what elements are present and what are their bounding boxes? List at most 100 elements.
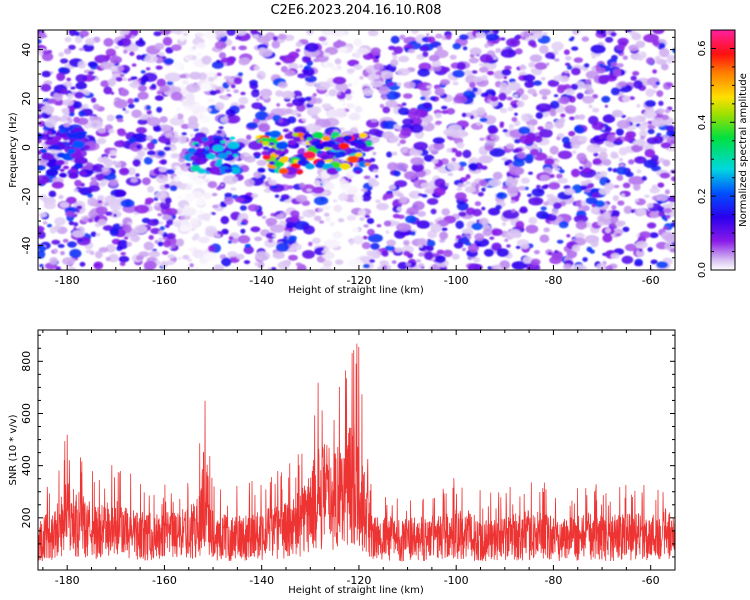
heatmap-cell xyxy=(75,81,87,90)
heatmap-cell xyxy=(38,150,42,155)
heatmap-cell xyxy=(216,36,221,41)
heatmap-cell xyxy=(62,257,76,266)
spectrogram-y-ticks: -40 -20 0 20 40 xyxy=(20,36,675,271)
heatmap-cell xyxy=(292,132,299,137)
heatmap-cell xyxy=(54,217,66,226)
heatmap-cell xyxy=(135,39,146,47)
heatmap-cell xyxy=(347,258,364,268)
heatmap-cell xyxy=(201,137,209,142)
heatmap-cell xyxy=(461,112,467,118)
heatmap-cell xyxy=(346,94,353,101)
heatmap-cell xyxy=(275,90,284,97)
heatmap-cell xyxy=(397,142,401,147)
heatmap-cell xyxy=(207,181,218,189)
heatmap-cell xyxy=(196,42,206,49)
heatmap-cell xyxy=(563,185,571,190)
heatmap-cell xyxy=(441,208,451,216)
heatmap-cell xyxy=(176,238,185,247)
heatmap-cell xyxy=(346,215,357,221)
heatmap-cell xyxy=(392,151,398,156)
heatmap-cell xyxy=(305,163,315,170)
heatmap-cell xyxy=(458,211,467,217)
heatmap-cell xyxy=(146,135,154,141)
heatmap-cell xyxy=(655,81,660,86)
heatmap-cell xyxy=(330,66,339,73)
heatmap-cell xyxy=(551,208,559,216)
heatmap-cell xyxy=(154,95,164,101)
spectrogram-x-ticks: -180 -160 -140 -120 -100 -80 -60 xyxy=(42,30,676,287)
heatmap-cell xyxy=(107,78,117,87)
heatmap-cell xyxy=(416,220,431,229)
heatmap-cell xyxy=(155,191,167,199)
heatmap-cell xyxy=(339,162,351,170)
heatmap-cell xyxy=(502,185,509,190)
heatmap-cell xyxy=(327,154,335,159)
heatmap-cell xyxy=(530,68,538,73)
heatmap-cell xyxy=(282,128,290,133)
heatmap-cell xyxy=(243,260,251,265)
heatmap-cell xyxy=(319,220,324,224)
heatmap-cell xyxy=(285,108,293,115)
heatmap-cell xyxy=(468,162,478,171)
heatmap-cell xyxy=(456,142,465,149)
x-tick-label: -80 xyxy=(544,574,562,587)
heatmap-cell xyxy=(100,61,112,70)
heatmap-cell xyxy=(559,96,570,105)
heatmap-cell xyxy=(132,76,138,80)
heatmap-cell xyxy=(260,137,268,142)
heatmap-cell xyxy=(499,107,508,114)
heatmap-cell xyxy=(333,204,343,213)
heatmap-cell xyxy=(204,178,210,183)
heatmap-cell xyxy=(268,161,276,165)
heatmap-cell xyxy=(334,259,344,265)
heatmap-cell xyxy=(638,124,648,131)
heatmap-cell xyxy=(176,195,183,199)
heatmap-cell xyxy=(170,91,183,101)
heatmap-cell xyxy=(124,109,130,114)
heatmap-cell xyxy=(119,223,123,227)
heatmap-cell xyxy=(202,192,212,200)
heatmap-cell xyxy=(352,80,359,86)
heatmap-cell xyxy=(105,244,116,253)
heatmap-cell xyxy=(339,177,346,183)
heatmap-cell xyxy=(101,156,110,164)
heatmap-cell xyxy=(126,241,133,247)
heatmap-cell xyxy=(148,250,161,258)
heatmap-cell xyxy=(262,141,270,146)
heatmap-cell xyxy=(670,176,675,182)
heatmap-cell xyxy=(332,231,343,239)
heatmap-cell xyxy=(150,227,161,235)
heatmap-cell xyxy=(64,36,72,43)
heatmap-cell xyxy=(663,207,672,214)
heatmap-cell xyxy=(506,185,519,194)
heatmap-cell xyxy=(68,168,78,174)
heatmap-cell xyxy=(520,177,530,184)
heatmap-cell xyxy=(505,178,518,188)
heatmap-cell xyxy=(372,151,377,156)
heatmap-cell xyxy=(410,231,416,236)
heatmap-cell xyxy=(187,258,193,262)
heatmap-cell xyxy=(536,184,541,189)
heatmap-cell xyxy=(322,191,329,195)
heatmap-cell xyxy=(575,220,587,230)
heatmap-cell xyxy=(173,30,183,35)
heatmap-cell xyxy=(336,167,342,172)
heatmap-cell xyxy=(51,239,61,245)
heatmap-cell xyxy=(163,240,171,248)
heatmap-cell xyxy=(215,102,225,111)
heatmap-cell xyxy=(403,81,416,89)
heatmap-cell xyxy=(206,153,216,160)
heatmap-cell xyxy=(122,77,128,82)
heatmap-cell xyxy=(38,250,46,259)
heatmap-cell xyxy=(304,42,319,53)
heatmap-cell xyxy=(156,90,163,95)
heatmap-cell xyxy=(92,103,100,110)
heatmap-cell xyxy=(259,88,273,98)
heatmap-cell xyxy=(66,93,74,100)
heatmap-cell xyxy=(95,206,108,215)
heatmap-cell xyxy=(577,135,588,142)
heatmap-cell xyxy=(370,80,384,88)
heatmap-cell xyxy=(545,213,557,222)
heatmap-cell xyxy=(227,251,238,258)
heatmap-cell xyxy=(267,267,272,270)
